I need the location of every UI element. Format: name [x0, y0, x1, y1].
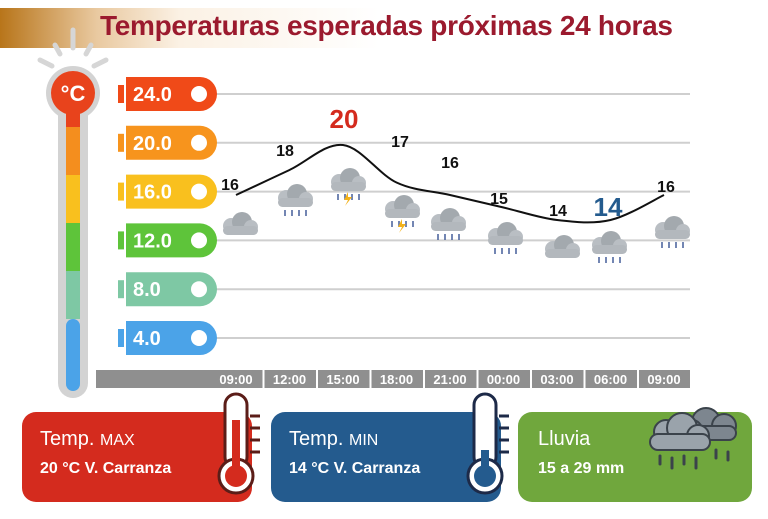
- x-tick-label: 12:00: [273, 372, 306, 387]
- value-label: 18: [276, 143, 294, 160]
- cloud-storm-icon: [331, 168, 366, 206]
- y-tick-marker: [118, 329, 124, 347]
- cloud-rain-icon: [278, 184, 313, 216]
- value-label: 16: [221, 177, 239, 194]
- temperature-line: [235, 143, 665, 224]
- cloud-rain-icon: [431, 208, 466, 240]
- value-label: 15: [490, 191, 508, 208]
- x-tick-label: 09:00: [647, 372, 680, 387]
- y-tick-pill: [126, 174, 217, 209]
- x-tick-label: 06:00: [594, 372, 627, 387]
- y-tick-dot: [191, 232, 207, 249]
- y-tick-dot: [191, 183, 207, 200]
- unit-badge: °C: [61, 81, 86, 106]
- max-temp-card: Temp. MAX 20 °C V. Carranza: [22, 392, 260, 502]
- max-temp-sub: MAX: [100, 432, 135, 449]
- y-tick-label: 16.0: [133, 182, 172, 204]
- max-value-label: 20: [330, 104, 359, 134]
- min-value-label: 14: [594, 192, 623, 222]
- thermometer-icon: °C: [37, 27, 109, 398]
- value-label: 14: [549, 203, 567, 220]
- x-tick-label: 03:00: [540, 372, 573, 387]
- rain-label: Lluvia: [538, 428, 591, 450]
- cloud-rain-icon: [488, 222, 523, 254]
- value-label: 16: [441, 155, 459, 172]
- cloud-rain-icon: [592, 231, 627, 263]
- cloud-rain-icon: [655, 216, 690, 248]
- y-tick-label: 12.0: [133, 230, 172, 252]
- y-tick-dot: [191, 330, 207, 346]
- y-tick-pill: [126, 77, 217, 111]
- y-tick-label: 4.0: [133, 328, 161, 350]
- value-label: 17: [391, 134, 409, 151]
- min-temp-card: Temp. MIN 14 °C V. Carranza: [271, 392, 509, 502]
- page-title: Temperaturas esperadas próximas 24 horas: [100, 10, 673, 41]
- x-tick-label: 21:00: [433, 372, 466, 387]
- value-label: 16: [657, 179, 675, 196]
- y-tick-pill: [126, 272, 217, 307]
- y-tick-dot: [191, 86, 207, 102]
- y-tick-marker: [118, 280, 124, 299]
- x-tick-label: 15:00: [326, 372, 359, 387]
- thermometer-hot-icon: [217, 392, 260, 495]
- y-tick-pill: [126, 125, 217, 160]
- y-tick-marker: [118, 85, 124, 103]
- cloud-icon: [545, 235, 580, 258]
- min-temp-label: Temp.: [289, 428, 344, 450]
- thermometer-cold-icon: [466, 392, 509, 495]
- y-tick-marker: [118, 231, 124, 250]
- y-tick-label: 20.0: [133, 133, 172, 155]
- x-tick-label: 00:00: [487, 372, 520, 387]
- rain-card: Lluvia 15 a 29 mm: [518, 407, 752, 502]
- y-tick-pill: [126, 223, 217, 258]
- x-tick-label: 09:00: [219, 372, 252, 387]
- y-tick-dot: [191, 281, 207, 298]
- rain-cloud-icon: [649, 407, 737, 470]
- min-temp-sub: MIN: [349, 432, 379, 449]
- x-axis-bar: [96, 370, 690, 388]
- max-temp-label: Temp.: [40, 428, 95, 450]
- y-tick-dot: [191, 134, 207, 151]
- y-tick-marker: [118, 182, 124, 201]
- y-tick-label: 8.0: [133, 279, 161, 301]
- y-tick-pill: [126, 321, 217, 355]
- y-tick-marker: [118, 133, 124, 152]
- cloud-storm-icon: [385, 195, 420, 233]
- rain-value: 15 a 29 mm: [538, 460, 625, 477]
- max-temp-value: 20 °C V. Carranza: [40, 460, 172, 477]
- title-banner: [0, 8, 690, 48]
- x-tick-label: 18:00: [380, 372, 413, 387]
- cloud-icon: [223, 212, 258, 235]
- min-temp-value: 14 °C V. Carranza: [289, 460, 421, 477]
- y-tick-label: 24.0: [133, 84, 172, 106]
